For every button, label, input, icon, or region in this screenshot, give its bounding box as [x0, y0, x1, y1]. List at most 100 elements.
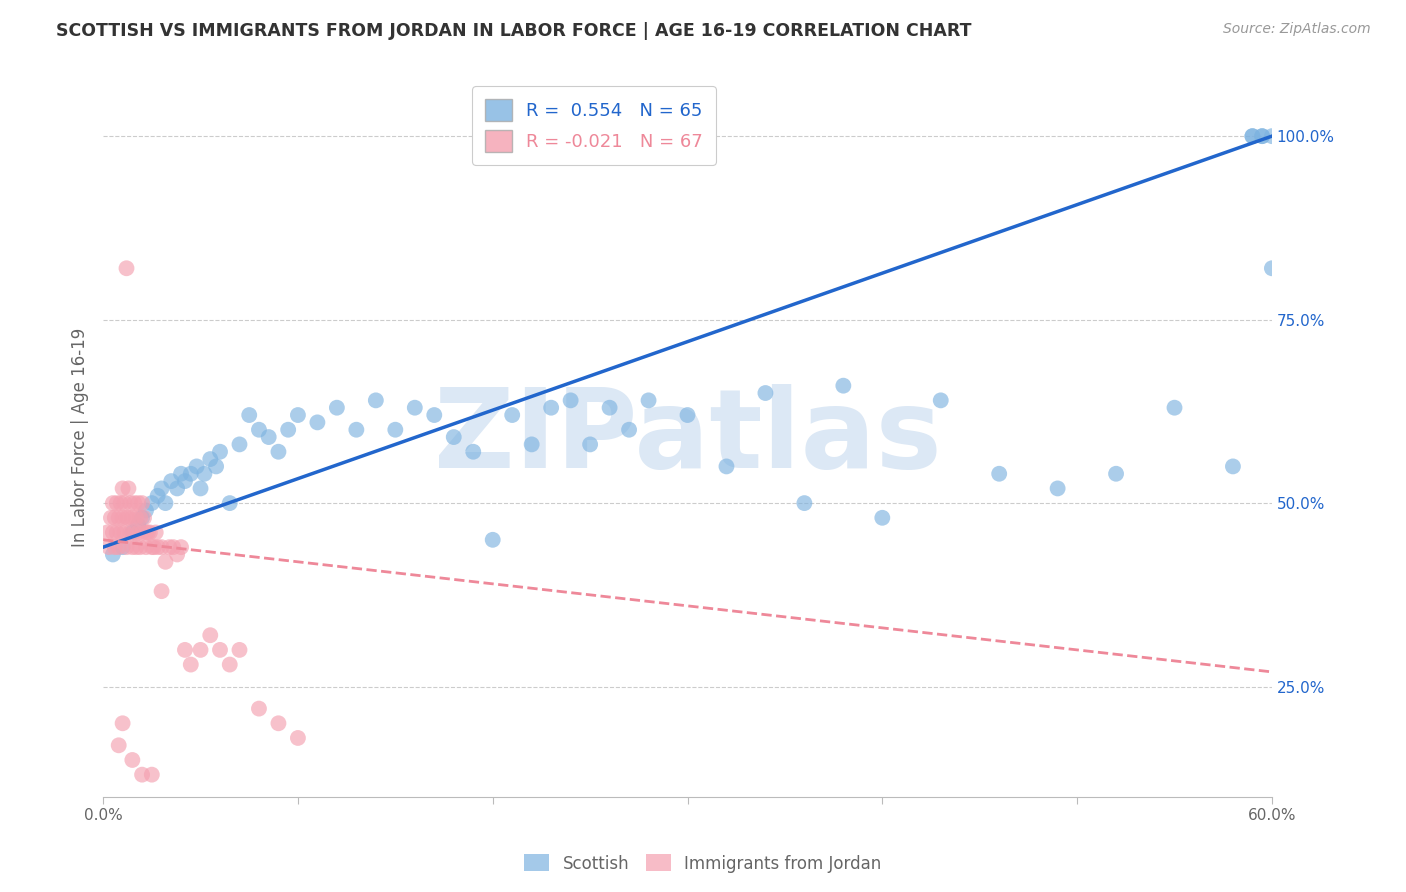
Point — [384, 423, 406, 437]
Text: ZIPatlas: ZIPatlas — [433, 384, 942, 491]
Point — [716, 459, 738, 474]
Point — [117, 510, 139, 524]
Y-axis label: In Labor Force | Age 16-19: In Labor Force | Age 16-19 — [72, 327, 89, 547]
Point — [190, 482, 212, 496]
Point — [117, 482, 139, 496]
Point — [205, 459, 228, 474]
Point — [115, 261, 138, 276]
Point — [307, 416, 329, 430]
Point — [277, 423, 299, 437]
Point — [141, 767, 163, 781]
Point — [145, 525, 167, 540]
Point — [101, 548, 124, 562]
Point — [132, 510, 155, 524]
Point — [105, 525, 128, 540]
Point — [127, 525, 149, 540]
Point — [443, 430, 465, 444]
Point — [129, 540, 152, 554]
Point — [121, 510, 143, 524]
Point — [617, 423, 640, 437]
Point — [218, 657, 240, 672]
Point — [101, 525, 124, 540]
Point — [208, 444, 231, 458]
Point — [141, 496, 163, 510]
Point — [125, 540, 148, 554]
Point — [131, 510, 153, 524]
Point — [200, 452, 222, 467]
Point — [186, 459, 208, 474]
Point — [162, 540, 184, 554]
Point — [1046, 482, 1069, 496]
Point — [150, 584, 173, 599]
Point — [146, 540, 169, 554]
Point — [121, 525, 143, 540]
Point — [793, 496, 815, 510]
Point — [463, 444, 485, 458]
Point — [125, 510, 148, 524]
Point — [637, 393, 659, 408]
Point — [344, 423, 367, 437]
Point — [560, 393, 582, 408]
Legend: Scottish, Immigrants from Jordan: Scottish, Immigrants from Jordan — [517, 847, 889, 880]
Point — [160, 474, 183, 488]
Point — [364, 393, 387, 408]
Point — [754, 386, 776, 401]
Point — [104, 540, 127, 554]
Point — [155, 555, 177, 569]
Point — [141, 540, 163, 554]
Point — [107, 540, 129, 554]
Point — [136, 525, 159, 540]
Point — [124, 496, 146, 510]
Point — [131, 496, 153, 510]
Point — [180, 657, 202, 672]
Point — [180, 467, 202, 481]
Point — [105, 496, 128, 510]
Point — [267, 716, 290, 731]
Point — [124, 525, 146, 540]
Point — [257, 430, 280, 444]
Point — [111, 716, 134, 731]
Point — [110, 525, 132, 540]
Text: Source: ZipAtlas.com: Source: ZipAtlas.com — [1223, 22, 1371, 37]
Point — [170, 540, 193, 554]
Point — [115, 540, 138, 554]
Point — [104, 510, 127, 524]
Point — [107, 739, 129, 753]
Point — [579, 437, 602, 451]
Point — [200, 628, 222, 642]
Point — [832, 378, 855, 392]
Point — [174, 643, 197, 657]
Point — [520, 437, 543, 451]
Point — [676, 408, 699, 422]
Point — [208, 643, 231, 657]
Point — [135, 525, 157, 540]
Point — [131, 525, 153, 540]
Point — [190, 643, 212, 657]
Point — [121, 753, 143, 767]
Point — [1251, 129, 1274, 144]
Point — [129, 510, 152, 524]
Point — [872, 510, 894, 524]
Point — [120, 525, 142, 540]
Point — [111, 482, 134, 496]
Point — [228, 437, 250, 451]
Point — [174, 474, 197, 488]
Point — [1105, 467, 1128, 481]
Point — [121, 540, 143, 554]
Point — [1222, 459, 1244, 474]
Point — [193, 467, 215, 481]
Point — [127, 518, 149, 533]
Point — [1261, 129, 1284, 144]
Point — [150, 540, 173, 554]
Point — [135, 540, 157, 554]
Point — [1261, 261, 1284, 276]
Point — [111, 540, 134, 554]
Point — [111, 510, 134, 524]
Point — [166, 548, 188, 562]
Point — [110, 496, 132, 510]
Point — [326, 401, 349, 415]
Point — [247, 423, 270, 437]
Point — [146, 489, 169, 503]
Point — [501, 408, 523, 422]
Point — [247, 701, 270, 715]
